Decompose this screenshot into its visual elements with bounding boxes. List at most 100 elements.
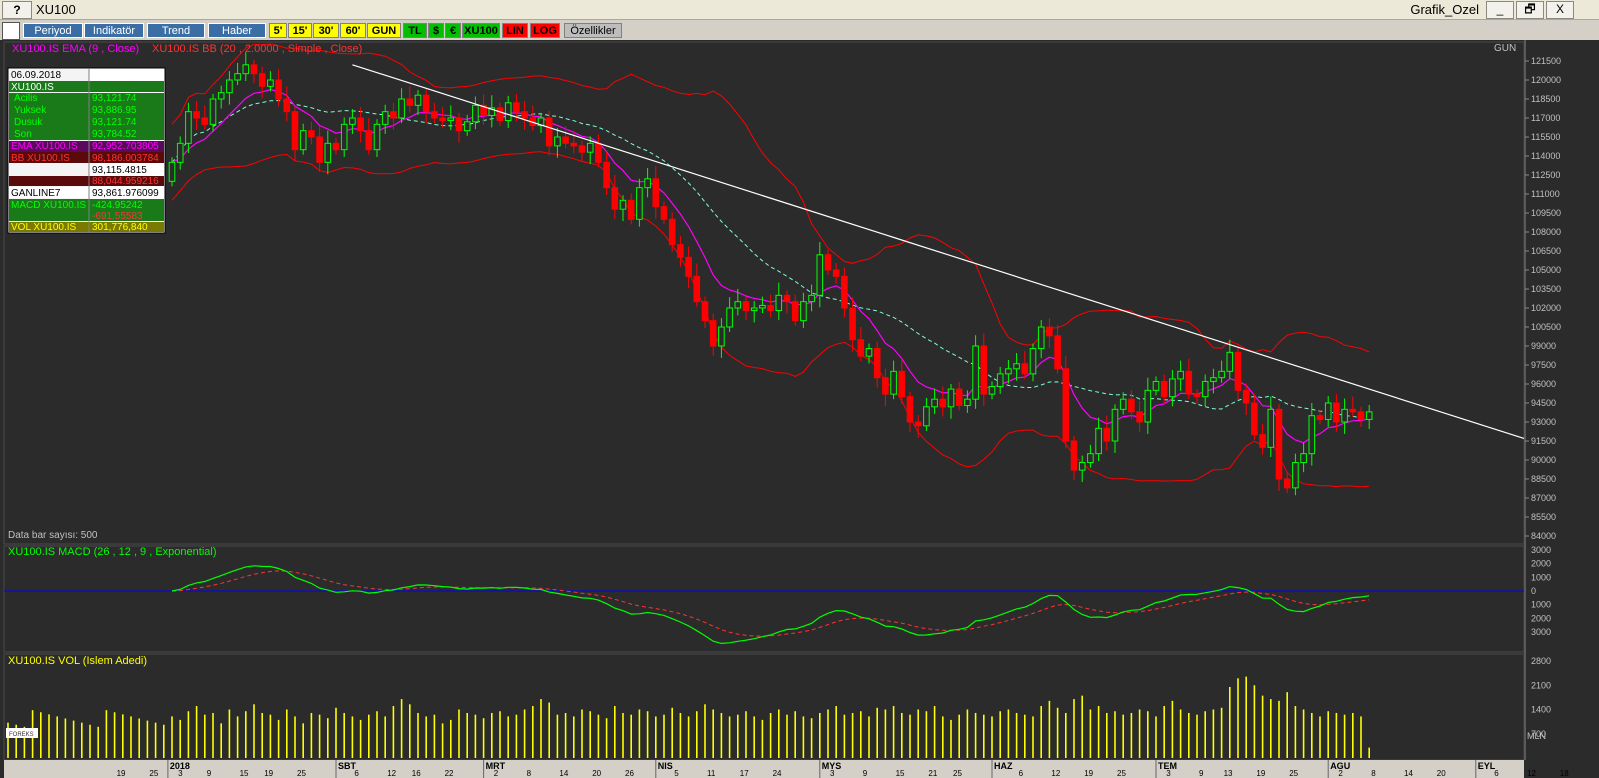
month-label: MRT: [486, 761, 506, 771]
candle-body: [849, 307, 856, 341]
candle-body: [718, 326, 725, 347]
info-dusuk-value: 93,121.74: [92, 117, 137, 128]
haber-button[interactable]: Haber: [208, 23, 266, 38]
day-label: 8: [527, 769, 532, 778]
period-5-button[interactable]: 5': [269, 23, 287, 38]
candle-body: [554, 136, 561, 147]
candle-body: [947, 388, 955, 408]
minimize-button[interactable]: _: [1486, 1, 1514, 19]
candle-body: [234, 73, 241, 81]
candle-body: [578, 145, 586, 153]
candle-body: [890, 370, 897, 395]
macd-tick-label: 2000: [1531, 559, 1551, 569]
day-label: 5: [674, 769, 679, 778]
candle-body: [1357, 411, 1365, 420]
linear-scale-button[interactable]: LIN: [502, 23, 528, 38]
candle-body: [381, 111, 389, 125]
price-tick-label: 84000: [1531, 531, 1556, 541]
info-macd-value: -424.95242: [92, 200, 143, 211]
candle-body: [1021, 363, 1029, 375]
candle-body: [488, 107, 496, 116]
info-vol-value: 301,776,840: [92, 222, 148, 233]
candle-body: [1251, 402, 1258, 436]
day-label: 8: [1371, 769, 1376, 778]
candle-body: [800, 301, 807, 322]
indikator-menu[interactable]: Indikatör: [84, 23, 144, 38]
candle-body: [1046, 326, 1053, 337]
periyod-menu[interactable]: Periyod: [23, 23, 83, 38]
candle-body: [193, 111, 200, 119]
candle-body: [1292, 462, 1299, 489]
price-tick-label: 85500: [1531, 512, 1556, 522]
candle-body: [873, 348, 881, 379]
volume-unit: MLN: [1527, 731, 1546, 741]
log-scale-button[interactable]: LOG: [530, 23, 560, 38]
day-label: 9: [863, 769, 868, 778]
price-panel[interactable]: [3, 41, 1525, 545]
currency-tl-button[interactable]: TL: [403, 23, 427, 38]
month-label: TEM: [1158, 761, 1177, 771]
candle-body: [627, 199, 635, 220]
price-tick-label: 121500: [1531, 56, 1561, 66]
info-date: 06.09.2018: [11, 70, 61, 81]
candle-body: [217, 92, 225, 100]
day-label: 13: [1224, 769, 1233, 778]
month-label: AGU: [1330, 761, 1350, 771]
macd-panel[interactable]: [3, 545, 1525, 653]
volume-legend: XU100.IS VOL (Islem Adedi): [8, 655, 147, 667]
chart-canvas[interactable]: 1215001200001185001170001155001140001125…: [0, 40, 1599, 778]
price-tick-label: 99000: [1531, 341, 1556, 351]
day-label: 25: [1117, 769, 1126, 778]
candle-body: [398, 98, 405, 119]
restore-button[interactable]: 🗗: [1516, 1, 1544, 19]
price-tick-label: 117000: [1531, 113, 1560, 123]
period-15-button[interactable]: 15': [288, 23, 312, 38]
candle-body: [824, 254, 832, 271]
day-label: 11: [707, 769, 716, 778]
candle-body: [816, 254, 824, 296]
candle-body: [1201, 380, 1209, 398]
help-button[interactable]: ?: [2, 1, 32, 19]
day-label: 14: [559, 769, 568, 778]
candle-body: [1259, 434, 1266, 448]
candle-body: [1005, 368, 1012, 375]
bollinger-bands: [171, 43, 1370, 488]
candle-body: [422, 94, 430, 113]
window-title: XU100: [36, 2, 76, 17]
macd-tick-label: 3000: [1531, 627, 1551, 637]
period-gun-button[interactable]: GUN: [367, 23, 401, 38]
trend-menu[interactable]: Trend: [147, 23, 205, 38]
ozellikler-button[interactable]: Özellikler: [564, 23, 622, 38]
currency-eur-button[interactable]: €: [445, 23, 461, 38]
candle-body: [365, 130, 373, 151]
candle-body: [545, 117, 553, 147]
candle-body: [283, 98, 291, 113]
candle-body: [209, 98, 217, 125]
candle-body: [1365, 411, 1373, 420]
price-tick-label: 111000: [1531, 189, 1560, 199]
xu100-button[interactable]: XU100: [462, 23, 500, 38]
macd-line: [171, 565, 1370, 645]
volume-tick-label: 2800: [1531, 656, 1551, 666]
period-60-button[interactable]: 60': [340, 23, 366, 38]
price-tick-label: 97500: [1531, 360, 1556, 370]
candle-body: [1144, 389, 1152, 423]
candle-body: [414, 94, 422, 106]
candle-body: [1087, 453, 1094, 464]
candle-body: [1267, 408, 1275, 448]
macd-tick-label: 2000: [1531, 613, 1551, 623]
price-tick-label: 87000: [1531, 493, 1556, 503]
period-30-button[interactable]: 30': [313, 23, 339, 38]
price-tick-label: 106500: [1531, 246, 1561, 256]
trendline-group[interactable]: [352, 64, 1525, 440]
foreks-logo: FOREKS: [6, 728, 38, 738]
close-button[interactable]: X: [1546, 1, 1574, 19]
candle-body: [1078, 462, 1086, 471]
candle-body: [1070, 440, 1078, 471]
candle-body: [168, 161, 176, 182]
month-label: 2018: [170, 761, 190, 771]
candle-body: [726, 307, 733, 328]
currency-usd-button[interactable]: $: [428, 23, 444, 38]
candle-body: [685, 256, 692, 277]
day-label: 25: [297, 769, 306, 778]
